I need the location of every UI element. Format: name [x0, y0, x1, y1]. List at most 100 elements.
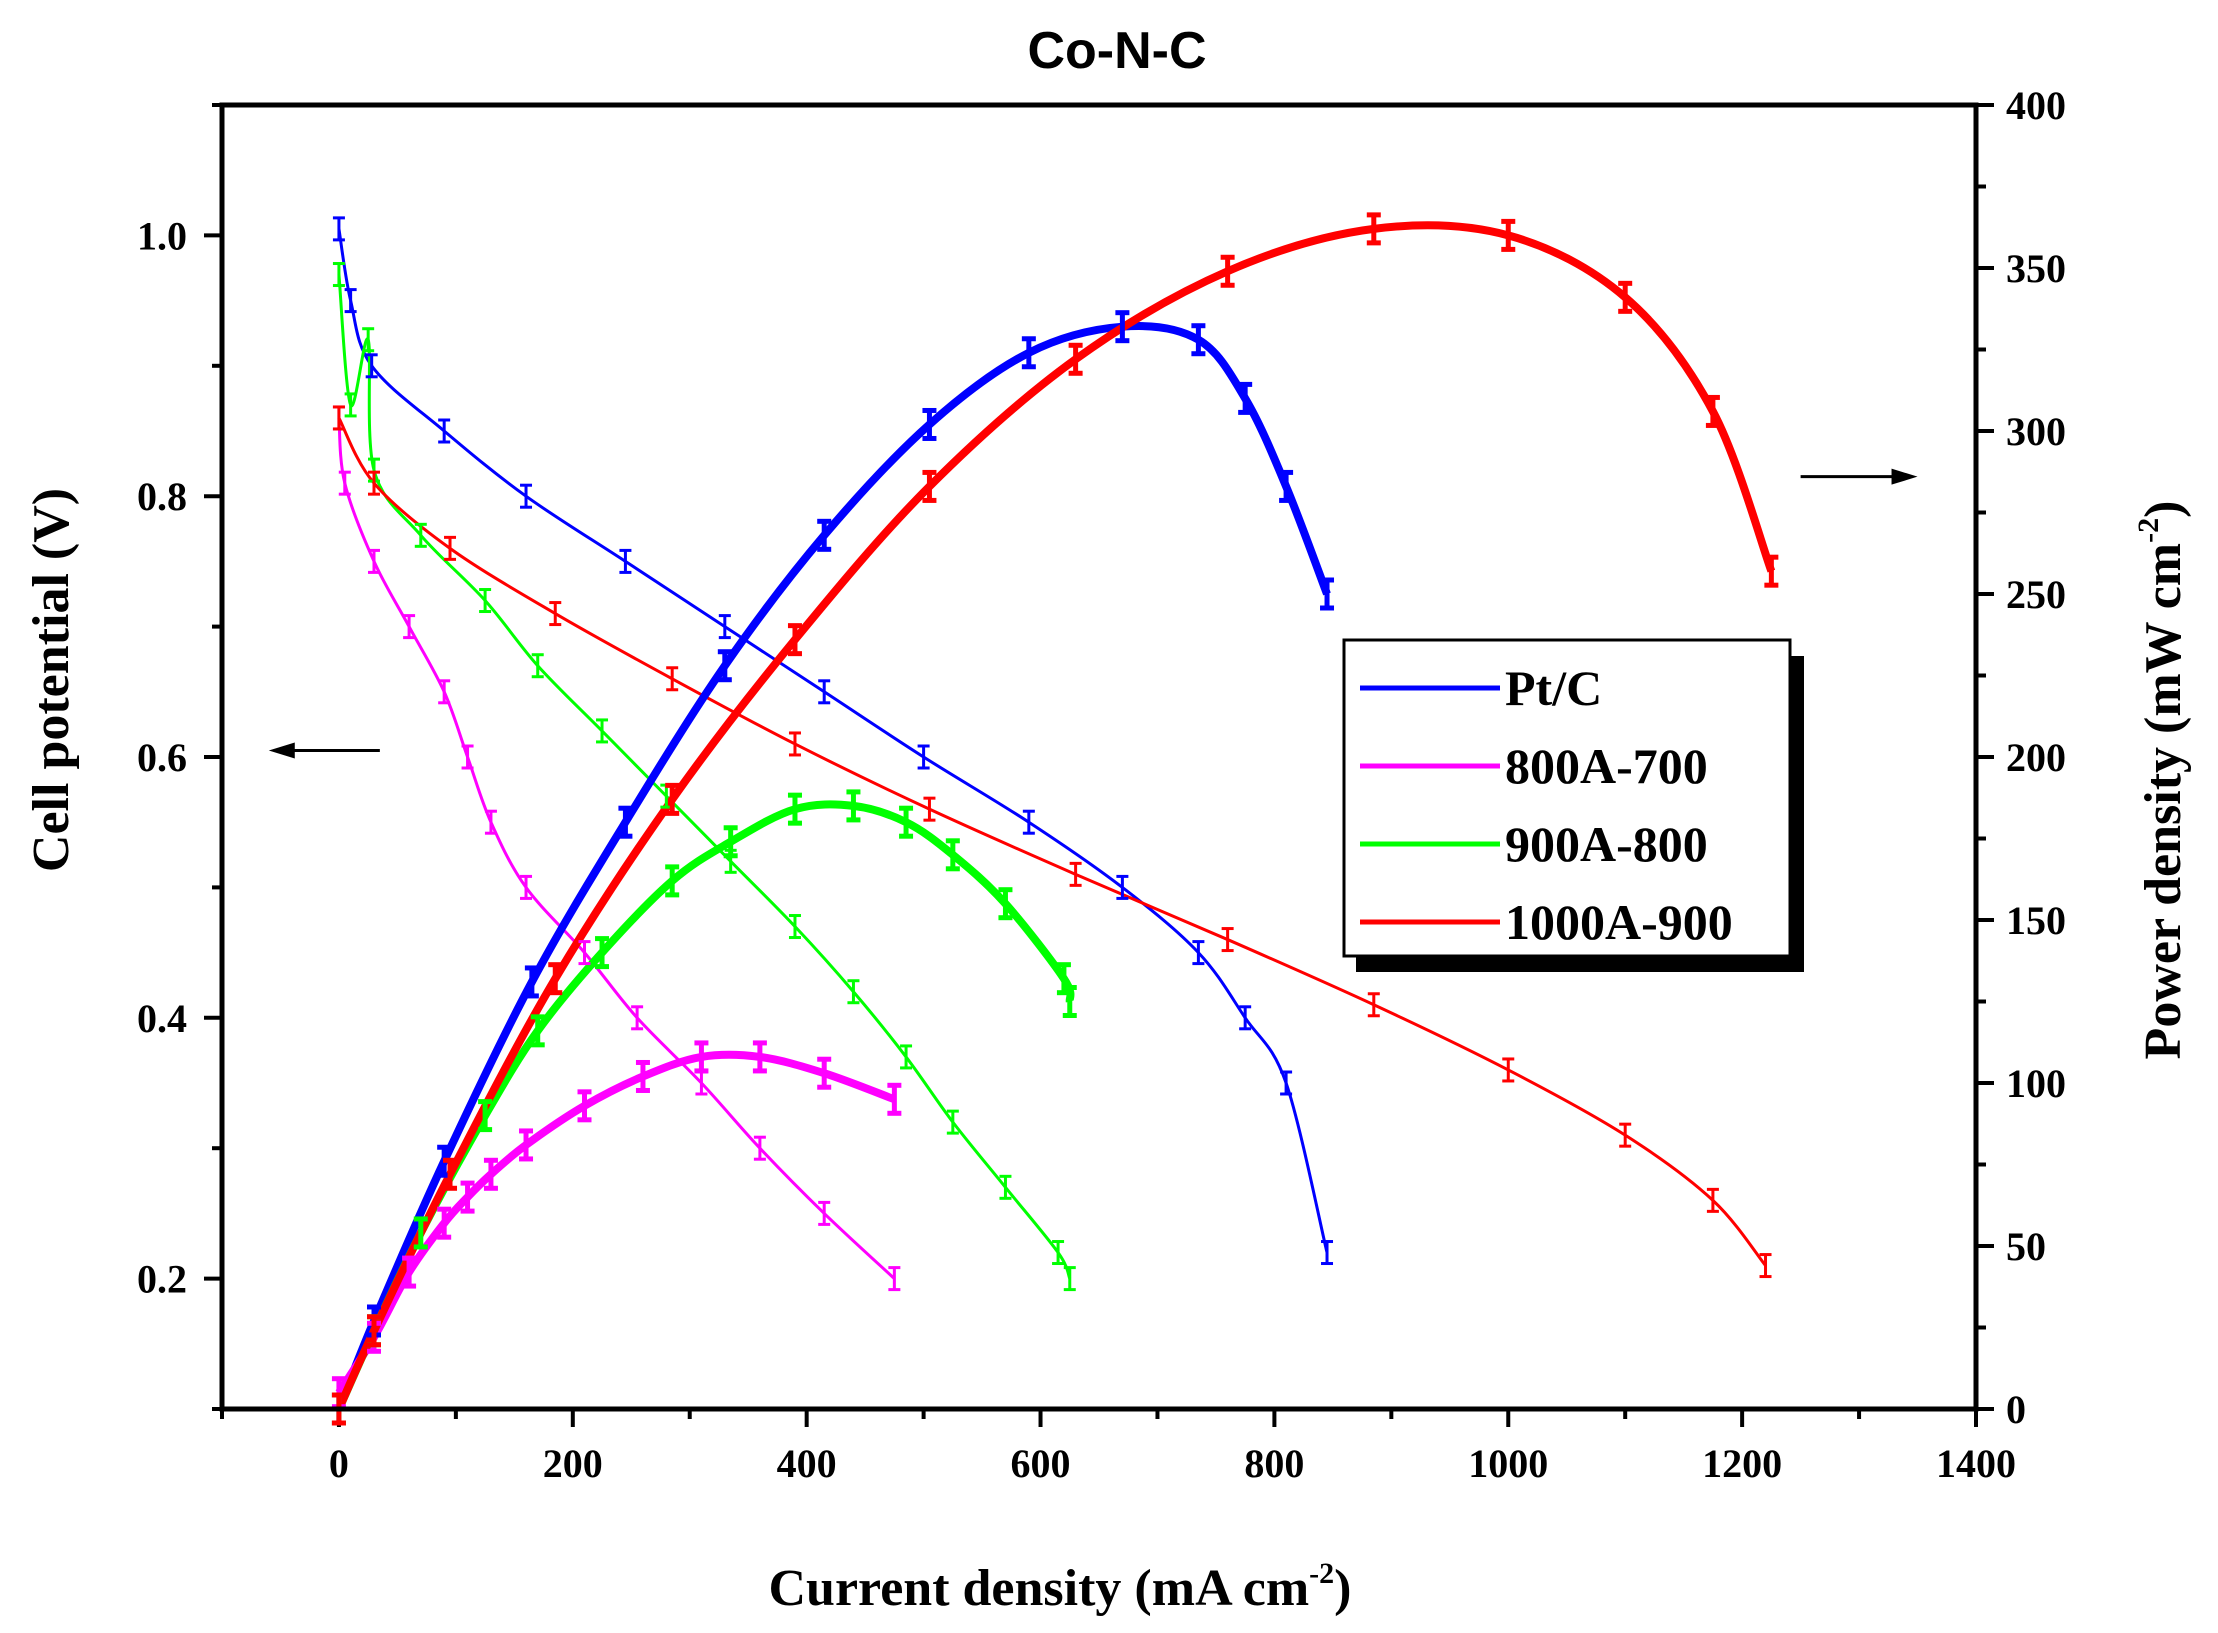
legend: Pt/C 800A-700 900A-800 1000A-900: [1342, 638, 1804, 972]
point-pt-c-power: [817, 518, 832, 552]
point-1000a-900-polarization: [788, 731, 801, 757]
point-900a-800-polarization: [847, 979, 860, 1005]
y-right-tick-label: 300: [2006, 409, 2066, 454]
point-1000a-900-power: [1705, 394, 1720, 428]
y-axis-right-label-sup: -2: [2132, 518, 2165, 543]
point-pt-c-polarization: [365, 353, 378, 379]
point-1000a-900-power: [443, 1157, 458, 1191]
point-900a-800-polarization: [946, 1109, 959, 1135]
point-800a-700-power: [519, 1128, 534, 1162]
point-1000a-900-polarization: [1759, 1253, 1772, 1279]
point-pt-c-polarization: [619, 548, 632, 574]
series-1000a-900-power-line: [335, 221, 1776, 1411]
y-axis-right-label-text: Power density (mW cm: [2135, 543, 2192, 1060]
y-right-tick-label: 50: [2006, 1224, 2046, 1269]
point-1000a-900-power: [1366, 212, 1381, 246]
y-right-tick-label: 250: [2006, 572, 2066, 617]
point-pt-c-power: [717, 649, 732, 683]
point-800a-700-polarization: [695, 1070, 708, 1096]
point-pt-c-polarization: [818, 679, 831, 705]
point-pt-c-polarization: [438, 418, 451, 444]
legend-box: [1342, 638, 1792, 958]
point-800a-700-power: [752, 1040, 767, 1074]
point-pt-c-power: [524, 965, 539, 999]
y-axis-right-label-end: ): [2135, 501, 2192, 518]
y-axis-left-label: Cell potential (V): [23, 488, 80, 872]
point-1000a-900-polarization: [368, 470, 381, 496]
point-900a-800-polarization: [332, 262, 345, 288]
point-900a-800-power: [665, 864, 680, 898]
point-800a-700-polarization: [888, 1266, 901, 1292]
point-pt-c-polarization: [1239, 1005, 1252, 1031]
y-left-tick-label: 0.8: [137, 474, 187, 519]
point-1000a-900-polarization: [923, 796, 936, 822]
point-900a-800-power: [998, 887, 1013, 921]
y-right-tick-label: 200: [2006, 735, 2066, 780]
point-900a-800-polarization: [900, 1044, 913, 1070]
x-tick-label: 600: [1011, 1441, 1071, 1486]
point-1000a-900-polarization: [332, 405, 345, 431]
x-axis-label-sup: -2: [1309, 1557, 1334, 1590]
point-900a-800-power: [530, 1014, 545, 1048]
point-pt-c-power: [1320, 577, 1335, 611]
point-800a-700-polarization: [484, 809, 497, 835]
point-pt-c-polarization: [1022, 809, 1035, 835]
point-800a-700-polarization: [753, 1135, 766, 1161]
y-left-tick-label: 0.2: [137, 1257, 187, 1302]
point-900a-800-polarization: [1063, 1266, 1076, 1292]
point-pt-c-polarization: [1321, 1240, 1334, 1266]
point-900a-800-polarization: [531, 653, 544, 679]
left-axis-arrow: [268, 742, 380, 759]
point-900a-800-polarization: [999, 1174, 1012, 1200]
point-1000a-900-power: [548, 962, 563, 996]
y-right-tick-label: 0: [2006, 1387, 2026, 1432]
point-900a-800-polarization: [788, 914, 801, 940]
series-pt-c-power-line: [335, 322, 1331, 1411]
point-1000a-900-power: [1220, 254, 1235, 288]
x-tick-label: 200: [543, 1441, 603, 1486]
point-pt-c-power: [922, 407, 937, 441]
point-1000a-900-power: [1764, 554, 1779, 588]
point-800a-700-power: [817, 1056, 832, 1090]
plot-frame: [219, 102, 1979, 1412]
point-1000a-900-polarization: [1502, 1057, 1515, 1083]
y-left-tick-label: 0.4: [137, 996, 187, 1041]
y-right-tick-label: 150: [2006, 898, 2066, 943]
point-1000a-900-polarization: [1221, 927, 1234, 953]
marks-layer: [331, 212, 1779, 1426]
x-axis-label-text: Current density (mA cm: [769, 1560, 1310, 1617]
point-800a-700-power: [460, 1180, 475, 1214]
point-800a-700-polarization: [438, 679, 451, 705]
x-tick-label: 400: [777, 1441, 837, 1486]
point-800a-700-power: [635, 1059, 650, 1093]
point-1000a-900-power: [1068, 342, 1083, 376]
point-1000a-900-polarization: [1706, 1187, 1719, 1213]
point-pt-c-polarization: [917, 744, 930, 770]
x-axis-label: Current density (mA cm-2): [769, 1557, 1352, 1617]
point-pt-c-power: [1021, 336, 1036, 370]
legend-label-1000a-900: 1000A-900: [1505, 894, 1733, 950]
point-800a-700-polarization: [338, 470, 351, 496]
y-right-tick-label: 100: [2006, 1061, 2066, 1106]
point-pt-c-polarization: [1280, 1070, 1293, 1096]
point-1000a-900-polarization: [444, 535, 457, 561]
point-800a-700-polarization: [818, 1200, 831, 1226]
point-pt-c-power: [1191, 323, 1206, 357]
point-pt-c-power: [1238, 381, 1253, 415]
point-900a-800-polarization: [362, 327, 375, 353]
point-pt-c-power: [618, 805, 633, 839]
point-900a-800-power: [846, 789, 861, 823]
series-900a-800-power-line: [335, 800, 1075, 1411]
point-pt-c-polarization: [1192, 940, 1205, 966]
point-1000a-900-polarization: [666, 666, 679, 692]
point-1000a-900-power: [1618, 280, 1633, 314]
point-900a-800-power: [787, 792, 802, 826]
y-left-tick-label: 1.0: [137, 213, 187, 258]
y-right-tick-label: 350: [2006, 246, 2066, 291]
point-1000a-900-power: [1501, 218, 1516, 252]
legend-label-900a-800: 900A-800: [1505, 816, 1708, 872]
point-800a-700-polarization: [520, 874, 533, 900]
point-900a-800-polarization: [596, 718, 609, 744]
point-900a-800-power: [413, 1216, 428, 1250]
